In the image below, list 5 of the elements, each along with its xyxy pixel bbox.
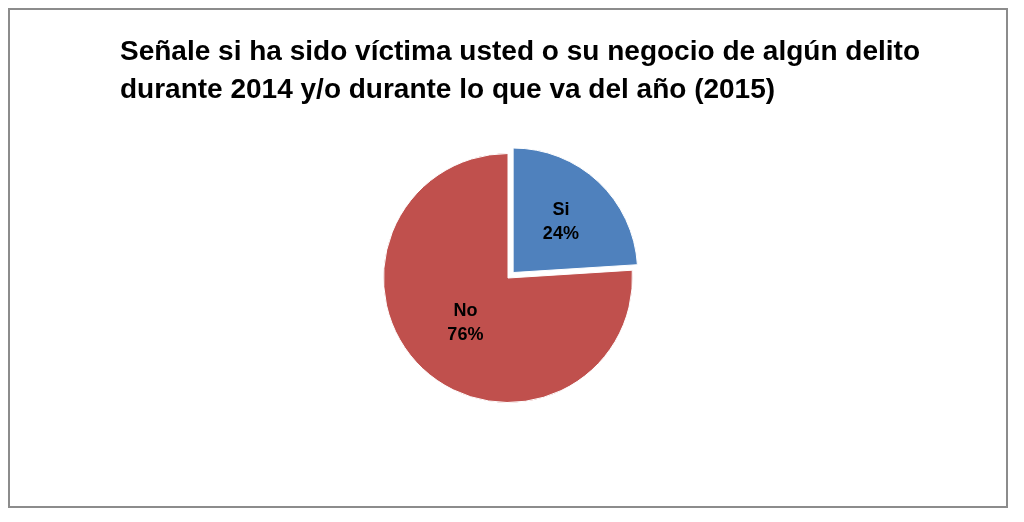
data-label: 24%: [542, 222, 579, 243]
chart-title: Señale si ha sido víctima usted o su negocio de algún delito durante 2014 y/o durante lo que va del año (2015): [120, 34, 920, 106]
data-label: 76%: [447, 324, 484, 345]
slice-label: Si: [552, 198, 570, 219]
slice-label: No: [453, 300, 478, 321]
